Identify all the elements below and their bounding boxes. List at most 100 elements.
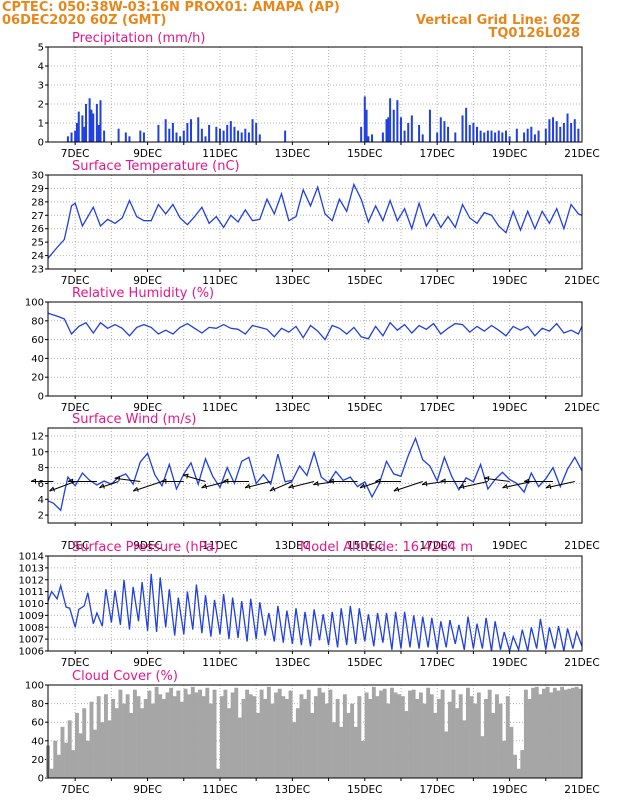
cloud-bar xyxy=(516,768,521,778)
panel-title: Surface Wind (m/s) xyxy=(72,412,196,427)
panel-5: 0 20 40 60 80 100 7DEC 9DEC 11DEC 13DEC 15DEC 17DEC… xyxy=(25,669,600,796)
cloud-bar xyxy=(397,694,402,778)
cloud-bar xyxy=(281,696,286,778)
precip-bar xyxy=(244,128,247,142)
panel-frame xyxy=(47,427,583,524)
x-tick-label: 17DEC xyxy=(419,402,454,414)
cloud-bar xyxy=(143,698,148,778)
precip-bar xyxy=(70,132,73,142)
cloud-bar xyxy=(473,703,478,778)
wind-arrowhead xyxy=(30,478,37,484)
x-tick-label: 7DEC xyxy=(61,402,90,414)
precip-bar xyxy=(81,115,84,142)
y-tick-label: 1 xyxy=(38,119,44,130)
wind-arrowhead xyxy=(440,478,446,484)
cloud-bar xyxy=(158,694,163,778)
cloud-bar xyxy=(60,726,65,778)
x-tick-label: 13DEC xyxy=(275,148,310,160)
cloud-bar xyxy=(469,696,474,778)
cloud-bar xyxy=(198,689,203,778)
cloud-bar xyxy=(56,754,61,778)
panel-title: Relative Humidity (%) xyxy=(72,286,214,301)
x-tick-label: 9DEC xyxy=(133,540,162,552)
precip-bar xyxy=(439,117,442,142)
cloud-bar xyxy=(78,733,83,778)
cloud-bar xyxy=(176,690,181,778)
precip-bar xyxy=(544,128,547,142)
y-tick-label: 27 xyxy=(31,211,44,222)
panel-frame xyxy=(47,46,583,143)
wind-arrowhead xyxy=(524,478,530,484)
cloud-bar xyxy=(129,712,134,778)
wind-arrowhead xyxy=(288,483,294,490)
cloud-bar xyxy=(118,689,123,778)
precip-bar xyxy=(284,130,287,142)
cloud-bar xyxy=(335,698,340,778)
cloud-bar xyxy=(288,690,293,778)
cloud-bar xyxy=(147,690,152,778)
precip-bar xyxy=(523,132,526,142)
cloud-bar xyxy=(382,688,387,778)
cloud-bar xyxy=(498,703,503,778)
x-tick-label: 15DEC xyxy=(347,540,382,552)
wind-arrowhead xyxy=(161,478,167,484)
wind-arrowhead xyxy=(269,486,276,492)
x-tick-label: 19DEC xyxy=(492,657,527,669)
precip-bar xyxy=(171,123,174,142)
cloud-bar xyxy=(263,698,268,778)
cloud-bar xyxy=(75,712,79,778)
cloud-bar xyxy=(313,696,318,778)
panel-frame xyxy=(47,174,583,270)
precip-bar xyxy=(97,124,100,142)
precip-bar xyxy=(396,100,399,142)
precip-bar xyxy=(465,107,468,142)
y-tick-label: 1008 xyxy=(19,623,44,634)
precip-bar xyxy=(90,109,93,142)
cloud-bar xyxy=(578,688,583,778)
precip-bar xyxy=(577,128,580,142)
precip-bar xyxy=(497,130,500,142)
precip-bar xyxy=(486,130,489,142)
y-tick-label: 100 xyxy=(25,681,44,692)
precip-bar xyxy=(530,126,533,142)
precip-bar xyxy=(255,123,258,142)
cloud-bar xyxy=(440,689,445,778)
wind-arrowhead xyxy=(49,486,55,492)
x-tick-label: 11DEC xyxy=(202,540,237,552)
y-tick-label: 0 xyxy=(38,774,44,785)
wind-arrowhead xyxy=(421,481,428,487)
x-tick-label: 11DEC xyxy=(202,784,237,796)
header-grid-note: Vertical Grid Line: 60Z xyxy=(415,13,580,28)
cloud-bar xyxy=(523,689,528,778)
cloud-bar xyxy=(125,694,130,778)
cloud-bar xyxy=(154,686,159,778)
precip-bar xyxy=(436,132,439,142)
precip-bar xyxy=(418,124,421,142)
cloud-bar xyxy=(230,692,235,778)
precip-bar xyxy=(85,104,88,142)
precip-bar xyxy=(164,119,167,142)
precip-bar xyxy=(226,124,229,142)
cloud-bar xyxy=(208,703,213,778)
cloud-bar xyxy=(527,698,532,778)
x-tick-label: 21DEC xyxy=(564,148,599,160)
precip-bar xyxy=(559,126,562,142)
precip-bar xyxy=(483,132,486,142)
wind-arrowhead xyxy=(201,483,207,490)
y-tick-label: 40 xyxy=(31,354,44,365)
precip-bar xyxy=(555,121,558,142)
precip-bar xyxy=(537,130,540,142)
precip-bar xyxy=(494,132,497,142)
cloud-bar xyxy=(437,698,441,778)
cloud-bar xyxy=(212,689,217,778)
y-tick-label: 1013 xyxy=(19,563,44,574)
precip-bar xyxy=(454,132,457,142)
precip-bar xyxy=(258,134,261,142)
cloud-bar xyxy=(538,694,543,778)
cloud-bar xyxy=(375,696,380,778)
cloud-bar xyxy=(284,698,289,778)
precip-bar xyxy=(77,111,80,142)
precip-bar xyxy=(566,113,569,142)
wind-arrowhead xyxy=(313,481,319,487)
cloud-bar xyxy=(476,692,481,778)
